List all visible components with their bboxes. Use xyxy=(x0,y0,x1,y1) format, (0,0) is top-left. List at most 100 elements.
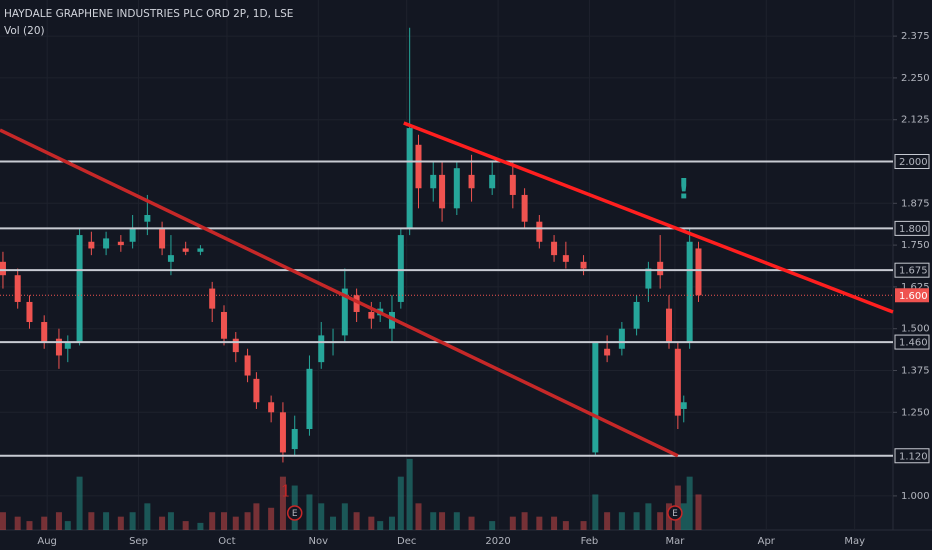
candle-body xyxy=(686,241,693,343)
candle-body xyxy=(562,255,569,262)
volume-bar xyxy=(536,516,543,530)
candle-body xyxy=(489,174,496,189)
y-tick-label: 1.375 xyxy=(901,365,930,376)
candle-body xyxy=(14,275,21,302)
candle-body xyxy=(41,322,48,343)
volume-bar xyxy=(406,458,413,530)
candle-body xyxy=(618,328,625,349)
event-marker xyxy=(667,505,683,521)
volume-bar xyxy=(415,503,422,530)
x-tick-label: Sep xyxy=(129,536,148,547)
volume-bar xyxy=(14,516,21,530)
annotation: 1 xyxy=(281,482,291,501)
candle-body xyxy=(645,268,652,289)
candle-body xyxy=(341,288,348,336)
x-tick-label: Apr xyxy=(758,536,776,547)
volume-bar xyxy=(253,503,260,530)
last-price-box xyxy=(895,288,929,303)
level-label: 1.120 xyxy=(899,451,928,462)
volume-bar xyxy=(129,512,136,530)
volume-bar xyxy=(592,494,599,530)
candle-body xyxy=(397,235,404,302)
candle-body xyxy=(253,378,260,403)
event-label: E xyxy=(672,509,678,519)
candle-body xyxy=(318,335,325,363)
candle-body xyxy=(129,228,136,242)
x-tick-label: 2020 xyxy=(485,536,510,547)
volume-bar xyxy=(330,516,337,530)
volume-bar xyxy=(580,521,587,530)
candle-body xyxy=(232,338,239,353)
volume-bar xyxy=(633,512,640,530)
volume-bar xyxy=(453,512,460,530)
x-tick-label: Mar xyxy=(665,536,685,547)
x-tick-label: May xyxy=(844,536,865,547)
volume-bar xyxy=(103,512,110,530)
volume-bar xyxy=(388,516,395,530)
candle-body xyxy=(117,241,124,246)
event-label: E xyxy=(292,509,298,519)
volume-bar xyxy=(144,503,151,530)
candle-body xyxy=(695,248,702,296)
candle-body xyxy=(64,342,71,349)
candle-body xyxy=(680,402,687,409)
volume-bar xyxy=(551,516,558,530)
level-label: 2.000 xyxy=(899,157,928,168)
volume-bar xyxy=(0,512,6,530)
level-label-box xyxy=(894,154,930,170)
candle-body xyxy=(88,241,95,249)
level-label-box xyxy=(894,334,930,350)
volume-bar xyxy=(244,512,251,530)
y-tick-label: 1.750 xyxy=(901,240,930,251)
last-price-label: 1.600 xyxy=(899,291,928,302)
candle-body xyxy=(220,311,227,339)
volume-bar xyxy=(468,516,475,530)
candle-body xyxy=(453,168,460,209)
volume-bar xyxy=(618,512,625,530)
volume-bar xyxy=(353,512,360,530)
candle-body xyxy=(633,301,640,329)
candle-body xyxy=(26,301,33,323)
candle-body xyxy=(167,255,174,262)
candle-body xyxy=(144,215,151,222)
candle-body xyxy=(580,261,587,269)
level-label-box xyxy=(894,220,930,236)
x-tick-label: Nov xyxy=(309,536,329,547)
y-tick-label: 1.625 xyxy=(901,282,930,293)
volume-bar xyxy=(55,512,62,530)
volume-bar xyxy=(489,521,496,530)
x-tick-label: Feb xyxy=(581,536,599,547)
candle-body xyxy=(468,174,475,189)
volume-bar xyxy=(167,512,174,530)
volume-bar xyxy=(695,494,702,530)
chart-title: HAYDALE GRAPHENE INDUSTRIES PLC ORD 2P, … xyxy=(4,8,293,20)
y-tick-label: 2.125 xyxy=(901,115,930,126)
volume-bar xyxy=(197,522,204,530)
candle-body xyxy=(103,238,110,249)
candle-body xyxy=(674,348,681,416)
y-tick-label: 1.875 xyxy=(901,198,930,209)
volume-bar xyxy=(159,516,166,530)
volume-bar xyxy=(279,476,286,530)
candle-body xyxy=(279,412,286,453)
volume-bar xyxy=(232,516,239,530)
volume-bar xyxy=(117,516,124,530)
level-label-box xyxy=(894,262,930,278)
level-label: 1.460 xyxy=(899,338,928,349)
candle-body xyxy=(368,311,375,319)
candle-body xyxy=(604,348,611,356)
volume-bar xyxy=(377,521,384,530)
candle-body xyxy=(521,194,528,222)
y-tick-label: 1.000 xyxy=(901,491,930,502)
candle-body xyxy=(182,248,189,252)
y-tick-label: 1.500 xyxy=(901,324,930,335)
volume-bar xyxy=(209,512,216,530)
volume-bar xyxy=(686,476,693,530)
candle-body xyxy=(657,261,664,276)
candle-body xyxy=(509,174,516,195)
volume-bar xyxy=(509,516,516,530)
volume-legend: Vol (20) xyxy=(4,25,45,37)
volume-bar xyxy=(645,503,652,530)
volume-bar xyxy=(430,512,437,530)
